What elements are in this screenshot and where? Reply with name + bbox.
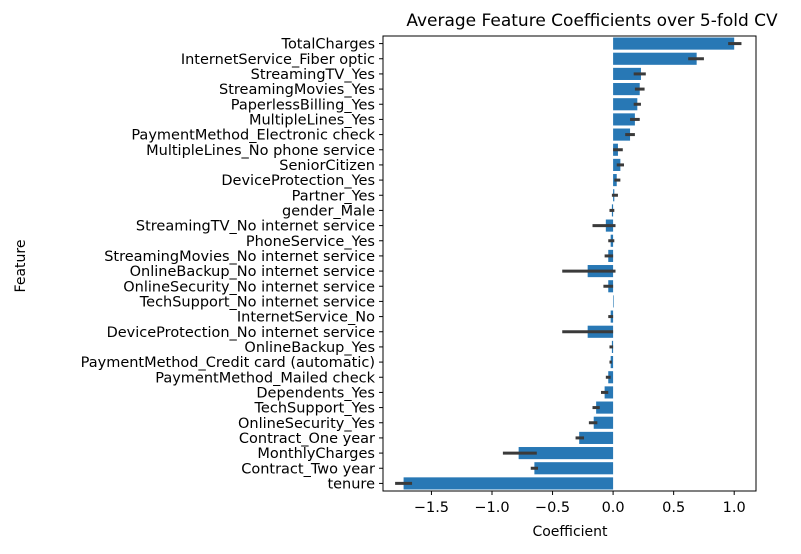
x-tick-label-0: −1.5 (414, 500, 449, 516)
y-tick-label-6: PaymentMethod_Electronic check (131, 128, 375, 144)
y-tick-label-20: OnlineBackup_Yes (244, 340, 375, 356)
bar-3 (613, 83, 640, 96)
y-tick-label-17: TechSupport_No internet service (139, 294, 375, 310)
bar-26 (579, 431, 614, 444)
y-tick-label-16: OnlineSecurity_No internet service (123, 279, 375, 295)
y-tick-label-4: PaperlessBilling_Yes (231, 97, 375, 113)
plot-frame (382, 35, 757, 492)
error-bars-layer (395, 42, 742, 485)
chart-title: Average Feature Coefficients over 5-fold… (406, 11, 778, 31)
y-tick-label-5: MultipleLines_Yes (249, 112, 375, 128)
bar-28 (534, 462, 614, 475)
bar-1 (613, 52, 697, 65)
y-tick-label-18: InternetService_No (237, 310, 375, 326)
y-tick-label-25: OnlineSecurity_Yes (238, 416, 375, 432)
y-tick-label-28: Contract_Two year (241, 461, 375, 477)
y-tick-label-19: DeviceProtection_No internet service (107, 325, 375, 341)
y-tick-label-14: StreamingMovies_No internet service (104, 249, 375, 265)
x-tick-label-5: 1.0 (723, 500, 746, 516)
bar-17 (613, 295, 614, 308)
y-tick-label-21: PaymentMethod_Credit card (automatic) (81, 355, 375, 371)
bar-5 (613, 113, 635, 126)
y-tick-label-22: PaymentMethod_Mailed check (155, 370, 375, 386)
bar-6 (613, 128, 631, 141)
bar-27 (518, 447, 614, 460)
y-tick-label-26: Contract_One year (239, 431, 375, 447)
y-tick-label-24: TechSupport_Yes (254, 401, 375, 417)
y-tick-label-3: StreamingMovies_Yes (219, 82, 375, 98)
x-tick-label-2: −0.5 (535, 500, 570, 516)
x-axis-label: Coefficient (532, 524, 608, 540)
x-tick-label-4: 0.5 (662, 500, 685, 516)
x-tick-label-1: −1.0 (474, 500, 509, 516)
y-tick-label-0: TotalCharges (281, 37, 375, 53)
y-tick-label-11: gender_Male (282, 203, 375, 219)
y-tick-label-23: Dependents_Yes (256, 385, 375, 401)
y-tick-label-10: Partner_Yes (292, 188, 375, 204)
y-tick-label-12: StreamingTV_No internet service (136, 219, 375, 235)
y-tick-label-8: SeniorCitizen (279, 158, 375, 174)
bar-25 (593, 416, 614, 429)
x-tick-label-3: 0.0 (602, 500, 625, 516)
bar-0 (613, 37, 735, 50)
y-tick-label-13: PhoneService_Yes (246, 234, 375, 250)
y-tick-label-1: InternetService_Fiber optic (181, 52, 375, 68)
bar-2 (613, 67, 641, 80)
y-tick-label-29: tenure (327, 476, 375, 492)
bar-24 (596, 401, 614, 414)
bar-23 (604, 386, 614, 399)
bar-4 (613, 98, 638, 111)
x-axis: −1.5 −1.0 −0.5 0.0 0.5 1.0 (414, 491, 746, 516)
y-tick-label-15: OnlineBackup_No internet service (130, 264, 375, 280)
bar-29 (403, 477, 614, 490)
y-tick-label-2: StreamingTV_Yes (251, 67, 375, 83)
bars-layer (403, 37, 735, 490)
y-tick-label-9: DeviceProtection_Yes (221, 173, 375, 189)
y-axis-label: Feature (13, 240, 29, 293)
y-tick-label-7: MultipleLines_No phone service (146, 143, 375, 159)
y-tick-label-27: MonthlyCharges (257, 446, 375, 462)
